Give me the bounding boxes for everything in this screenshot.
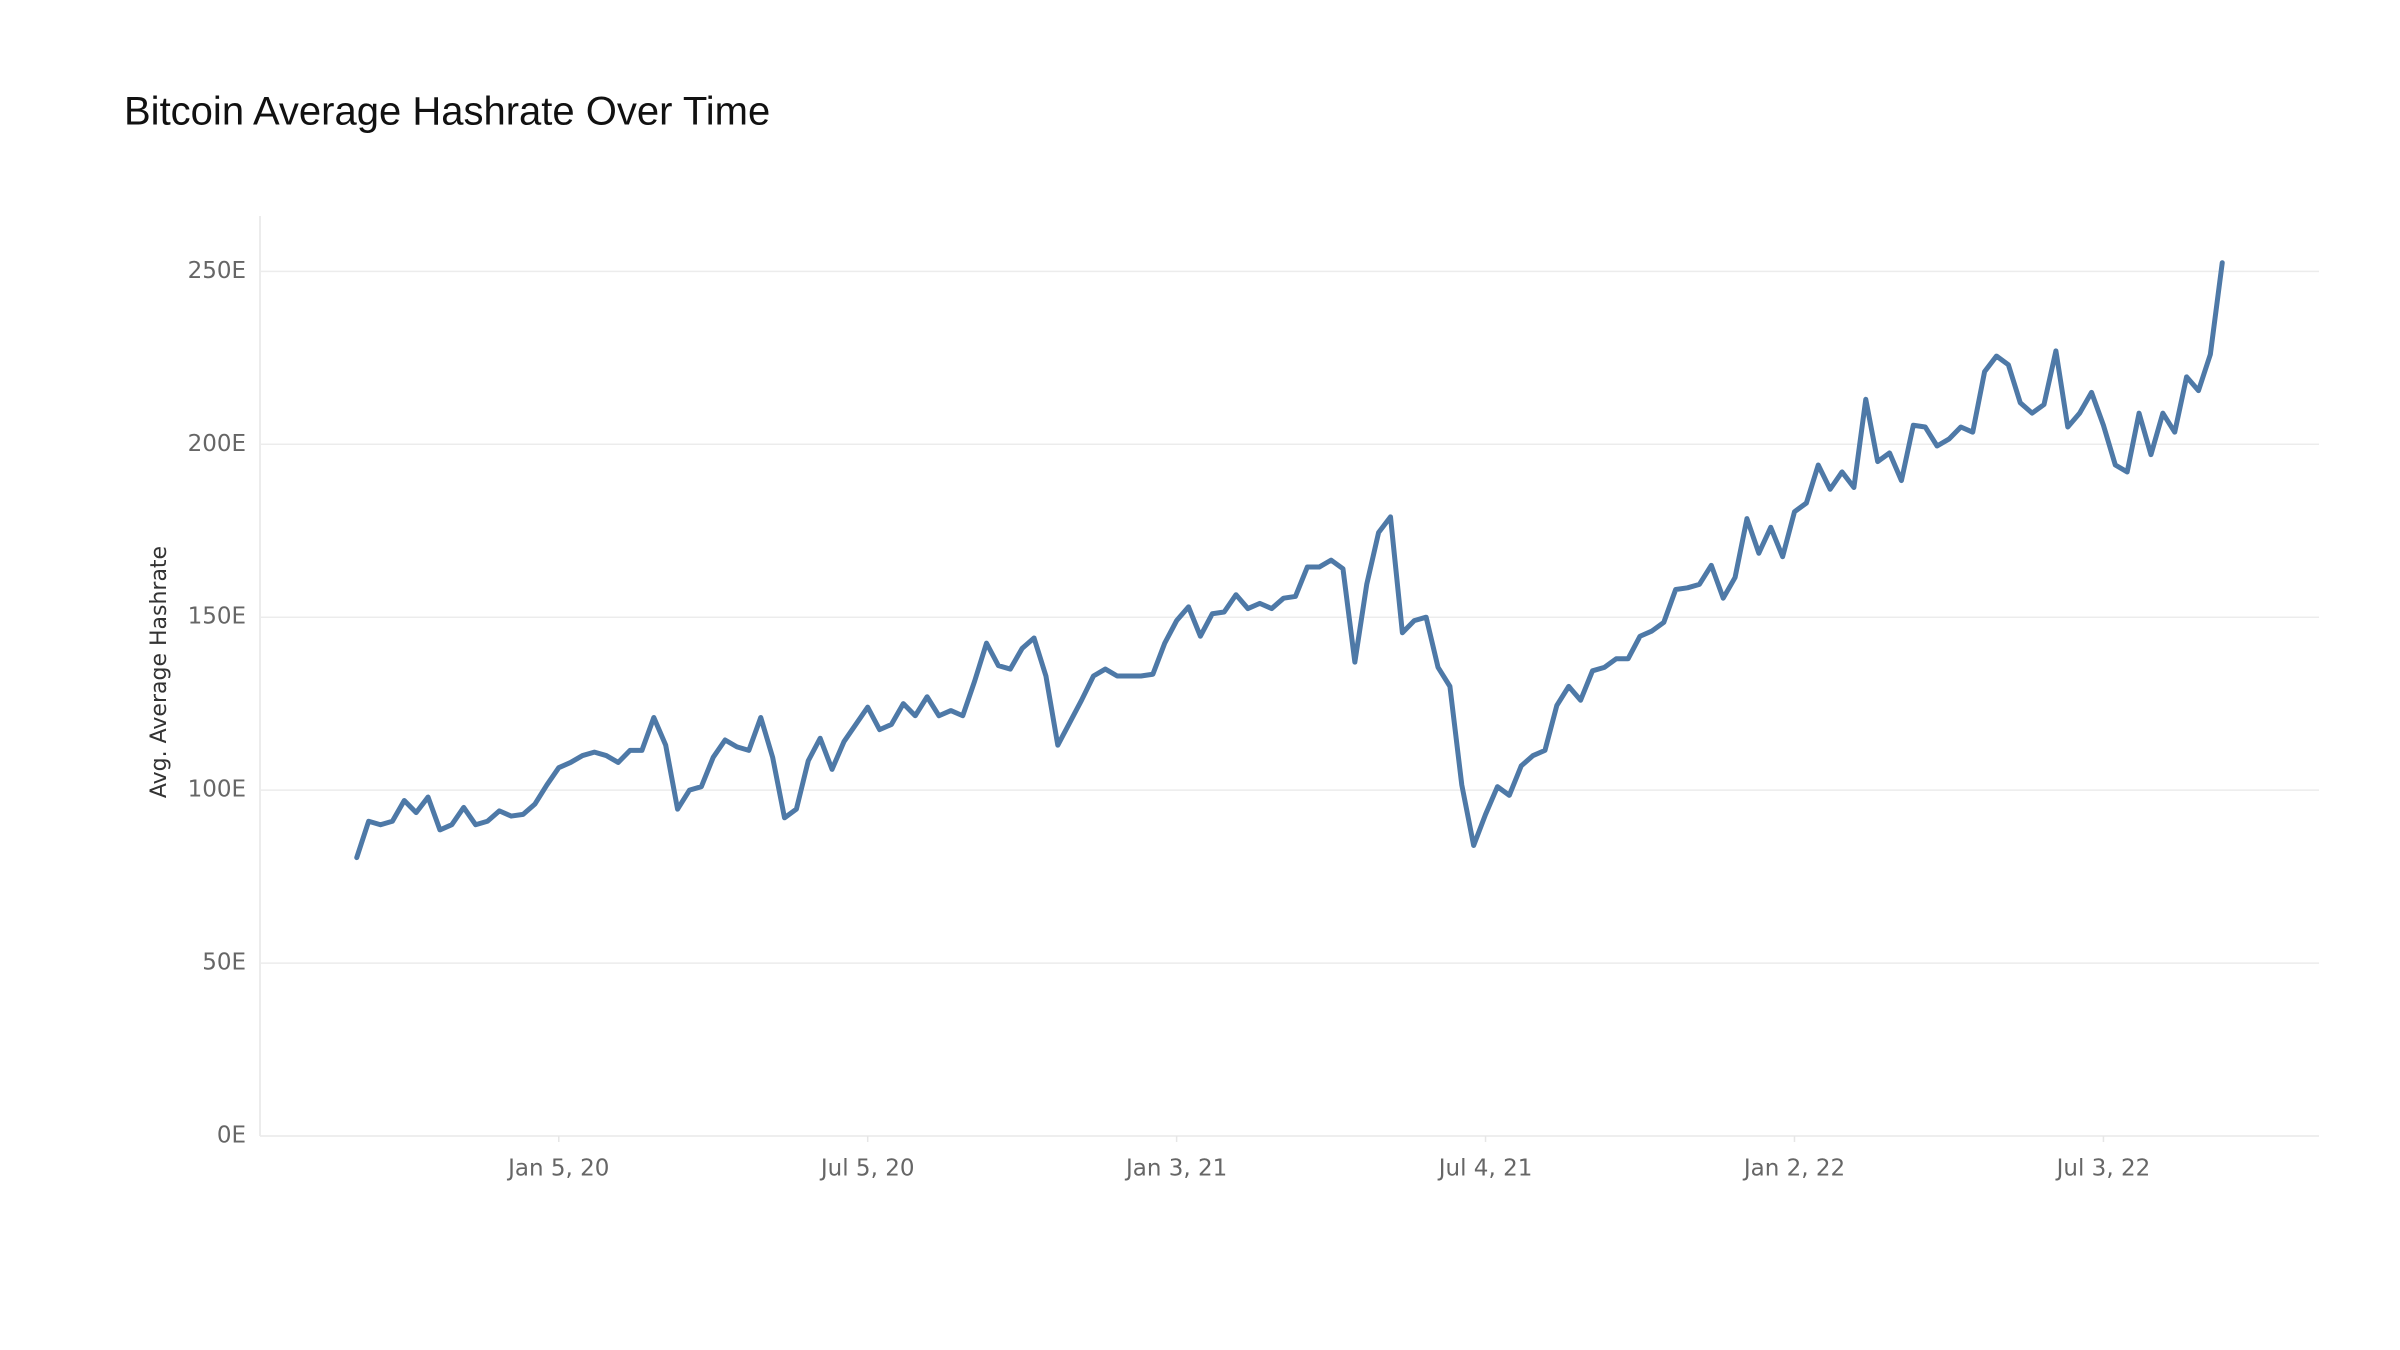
y-tick-label: 0E [217,1123,246,1149]
data-line [354,260,2225,861]
y-tick-label: 100E [188,777,246,803]
x-tick-label: Jan 3, 21 [1124,1156,1227,1182]
y-tick-label: 50E [202,950,246,976]
y-tick-label: 150E [188,604,246,630]
x-tick-label: Jul 5, 20 [819,1156,915,1182]
y-tick-label: 200E [188,431,246,457]
x-tick-label: Jul 3, 22 [2055,1156,2151,1182]
x-tick-label: Jan 5, 20 [506,1156,609,1182]
x-tick-label: Jul 4, 21 [1437,1156,1533,1182]
y-tick-label: 250E [188,258,246,284]
y-axis-title: Avg. Average Hashrate [147,546,172,798]
x-tick-label: Jan 2, 22 [1742,1156,1845,1182]
chart-title: Bitcoin Average Hashrate Over Time [124,90,770,134]
